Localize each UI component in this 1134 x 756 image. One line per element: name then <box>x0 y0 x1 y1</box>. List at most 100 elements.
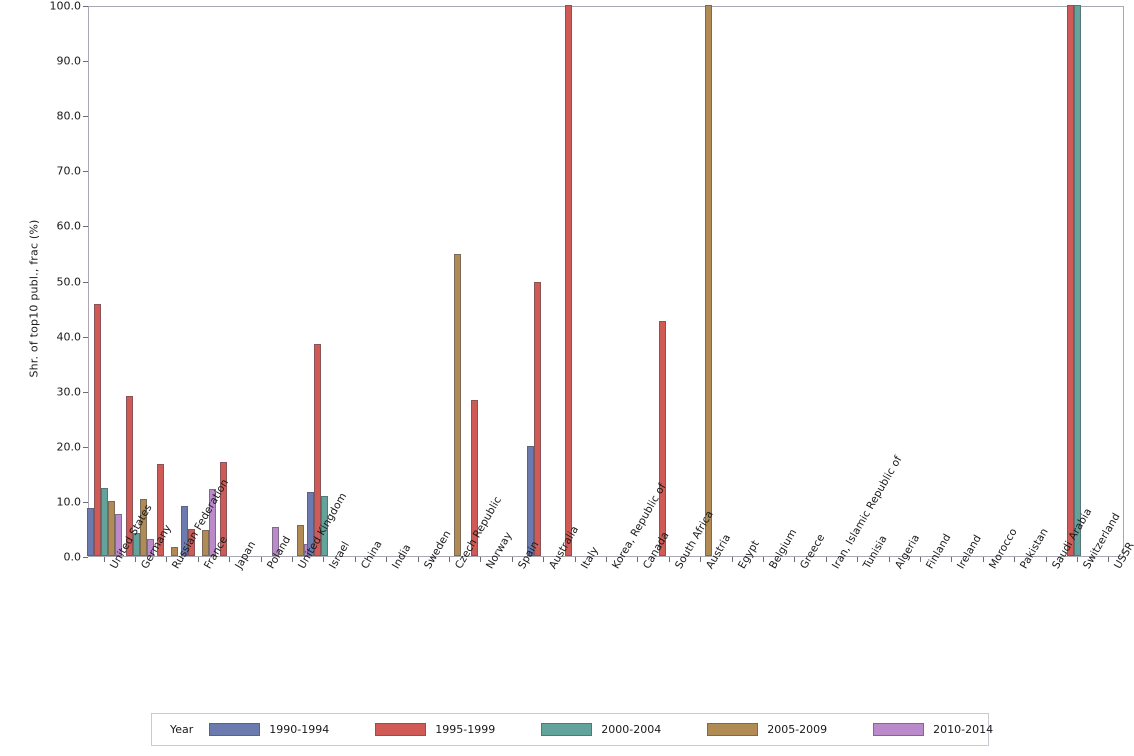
x-axis-tick-mark <box>292 557 294 562</box>
x-axis-tick-mark <box>668 557 670 562</box>
bar-2000-2004-Germany <box>132 533 140 556</box>
bar-1995-1999-Norway <box>470 399 478 556</box>
bar-1990-1994-United States <box>87 507 95 556</box>
legend-label: 2000-2004 <box>601 723 662 736</box>
y-axis-tick-mark <box>83 226 88 228</box>
legend-items: 1990-1994 1995-1999 2000-2004 2005-2009 2010… <box>209 723 1039 736</box>
x-axis-tick-mark <box>417 557 419 562</box>
bar-1995-1999-South Africa <box>659 320 667 556</box>
legend-label: 1990-1994 <box>269 723 330 736</box>
legend-swatch-icon <box>873 723 925 736</box>
bar-2005-2009-Czech Republic <box>453 254 461 556</box>
x-axis-tick-mark <box>1076 557 1078 562</box>
bar-2005-2009-Austria <box>704 5 712 556</box>
bar-1990-1994-France <box>181 506 189 556</box>
x-axis-tick-mark <box>637 557 639 562</box>
x-axis-tick-mark <box>857 557 859 562</box>
x-axis-tick-mark <box>543 557 545 562</box>
bar-2000-2004-United States <box>101 488 109 556</box>
y-axis-tick-mark <box>83 116 88 118</box>
y-axis-tick-mark <box>83 501 88 503</box>
y-axis-tick-label: 30.0 <box>56 385 82 399</box>
bar-1995-1999-Israel <box>313 344 321 556</box>
x-axis-tick-mark <box>731 557 733 562</box>
bar-2010-2014-France <box>209 489 217 556</box>
y-axis-tick-label: 100.0 <box>49 0 82 13</box>
x-axis-tick-mark <box>323 557 325 562</box>
y-axis-tick-mark <box>83 281 88 283</box>
x-axis-tick-mark <box>511 557 513 562</box>
bar-1995-1999-France <box>188 529 196 556</box>
legend-label: 1995-1999 <box>435 723 496 736</box>
legend-swatch-icon <box>707 723 759 736</box>
bar-1995-1999-Switzerland <box>1067 5 1075 556</box>
y-axis-tick-mark <box>83 6 88 7</box>
bar-1995-1999-Australia <box>533 281 541 556</box>
legend-item[interactable]: 1995-1999 <box>375 723 531 736</box>
bar-1995-1999-Russian Federation <box>156 463 164 556</box>
legend: Year 1990-1994 1995-1999 2000-2004 2005-200… <box>151 713 993 746</box>
y-axis-tick-mark <box>83 446 88 448</box>
y-axis-title: Shr. of top10 publ., frac (%) <box>27 219 41 378</box>
bar-1990-1994-Israel <box>306 491 314 556</box>
bar-2010-2014-Germany <box>146 538 154 556</box>
legend-swatch-icon <box>209 723 261 736</box>
x-axis-tick-mark <box>354 557 356 562</box>
legend-title: Year <box>170 723 194 736</box>
bar-1995-1999-United States <box>94 303 102 556</box>
bar-1995-1999-Japan <box>219 462 227 556</box>
y-axis-tick-label: 50.0 <box>56 275 82 288</box>
bar-2000-2004-Switzerland <box>1074 5 1082 556</box>
x-axis-tick-mark <box>700 557 702 562</box>
legend-label: 2010-2014 <box>933 723 994 736</box>
bar-2005-2009-France <box>202 529 210 556</box>
y-axis-tick-mark <box>83 61 88 63</box>
x-axis-tick-mark <box>1108 557 1110 562</box>
x-axis-tick-mark <box>386 557 388 562</box>
x-axis-tick-mark <box>1014 557 1016 562</box>
y-axis-tick-mark <box>83 391 88 393</box>
x-axis-tick-mark <box>197 557 199 562</box>
bar-2005-2009-Russian Federation <box>170 547 178 556</box>
bar-2005-2009-Germany <box>139 499 147 556</box>
y-axis-tick-mark <box>83 336 88 338</box>
plot-inner <box>87 5 1123 556</box>
y-axis-tick-label: 40.0 <box>56 330 82 344</box>
bar-2010-2014-United States <box>115 513 123 556</box>
y-axis-tick-mark <box>83 557 88 558</box>
y-axis-tick-label: 0.0 <box>63 550 82 564</box>
bar-2005-2009-United Kingdom <box>296 525 304 556</box>
x-axis-tick-mark <box>103 557 105 562</box>
x-axis-tick-mark <box>449 557 451 562</box>
legend-label: 2005-2009 <box>767 723 828 736</box>
x-axis-tick-mark <box>260 557 262 562</box>
x-axis-tick-mark <box>825 557 827 562</box>
x-axis-tick-mark <box>794 557 796 562</box>
x-axis-tick-mark <box>166 557 168 562</box>
legend-item[interactable]: 2000-2004 <box>541 723 697 736</box>
legend-item[interactable]: 1990-1994 <box>209 723 365 736</box>
y-axis-tick-label: 80.0 <box>56 109 82 123</box>
plot-area <box>87 5 1124 557</box>
y-axis-tick-label: 10.0 <box>56 495 82 509</box>
bar-1990-1994-Australia <box>526 445 534 556</box>
y-axis-tick-mark <box>83 171 88 173</box>
x-axis-tick-mark <box>919 557 921 562</box>
bar-1995-1999-Italy <box>565 5 573 556</box>
y-axis-tick-label: 60.0 <box>56 219 82 233</box>
legend-item[interactable]: 2005-2009 <box>707 723 863 736</box>
x-axis-tick-mark <box>951 557 953 562</box>
bar-2005-2009-United States <box>108 500 116 556</box>
x-axis-tick-mark <box>762 557 764 562</box>
legend-swatch-icon <box>375 723 427 736</box>
x-axis-tick-mark <box>229 557 231 562</box>
legend-item[interactable]: 2010-2014 <box>873 723 1029 736</box>
x-axis-tick-mark <box>135 557 137 562</box>
x-axis-tick-mark <box>1045 557 1047 562</box>
x-axis-tick-mark <box>574 557 576 562</box>
y-axis-tick-label: 20.0 <box>56 440 82 454</box>
bar-2010-2014-Poland <box>272 526 280 556</box>
x-axis-tick-mark <box>480 557 482 562</box>
legend-swatch-icon <box>541 723 593 736</box>
